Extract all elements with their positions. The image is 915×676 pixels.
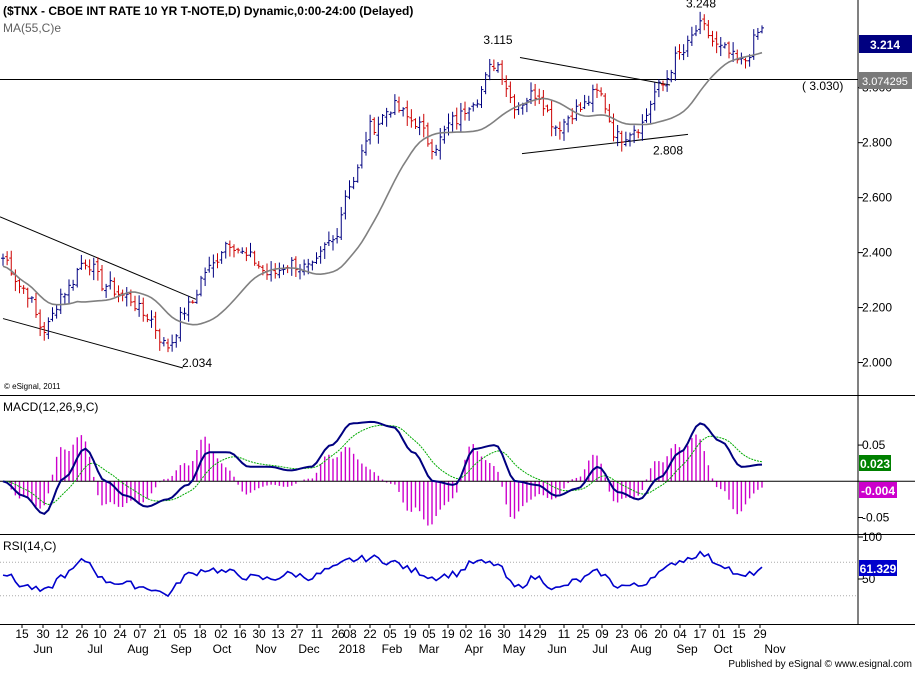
trendline [521, 133, 689, 155]
x-day-label: 10 [93, 627, 107, 641]
chart-title: ($TNX - CBOE INT RATE 10 YR T-NOTE,D) Dy… [3, 4, 413, 18]
ma-value-badge [859, 72, 912, 89]
x-day-label: 18 [193, 627, 207, 641]
x-day-label: 22 [363, 627, 377, 641]
x-day-label: 11 [558, 627, 571, 641]
annotation-label: 3.115 [483, 33, 512, 47]
level-label: ( 3.030) [802, 79, 843, 93]
x-day-label: 06 [634, 627, 648, 641]
x-month-label: Aug [127, 642, 148, 656]
x-day-label: 16 [478, 627, 492, 641]
annotation-label: 2.808 [653, 143, 683, 157]
macd-tick-label: 0.05 [862, 438, 886, 452]
rsi-value-badge [859, 560, 897, 576]
macd-hist-badge [859, 482, 897, 498]
x-day-label: 24 [113, 627, 127, 641]
price-tick-label: 2.000 [862, 356, 892, 370]
x-day-label: 04 [673, 627, 687, 641]
x-day-label: 30 [36, 627, 50, 641]
macd-tick-label: -0.05 [862, 511, 890, 525]
x-day-label: 02 [459, 627, 473, 641]
x-axis-month-labels: Jun Jul Aug Sep Oct Nov Dec 2018 Feb Mar Apr May Jun… [33, 642, 785, 656]
price-annotations: 3.248 3.115 2.808 2.034 [182, 0, 716, 370]
x-month-label: Jun [547, 642, 566, 656]
annotation-label: 3.248 [686, 0, 716, 11]
macd-label: MACD(12,26,9,C) [3, 400, 98, 414]
x-month-label: Apr [465, 642, 484, 656]
footer-credit: Published by eSignal © www.esignal.com [728, 659, 912, 670]
trendline [519, 56, 671, 86]
x-month-label: Oct [213, 642, 232, 656]
trendline [2, 318, 184, 369]
ma-line [2, 51, 763, 326]
x-day-label: 29 [753, 627, 767, 641]
rsi-tick-label: 100 [862, 530, 882, 544]
x-month-label: May [503, 642, 526, 656]
x-day-label: 05 [422, 627, 436, 641]
x-month-label: Feb [382, 642, 403, 656]
x-month-label: Dec [298, 642, 319, 656]
x-day-label: 15 [15, 627, 29, 641]
x-day-label: 25 [576, 627, 590, 641]
annotation-label: 2.034 [182, 356, 212, 370]
macd-hist-value: -0.004 [861, 484, 895, 498]
x-day-label: 30 [497, 627, 511, 641]
rsi-label: RSI(14,C) [3, 539, 56, 553]
x-day-label: 11 [311, 627, 324, 641]
x-month-label: Aug [630, 642, 651, 656]
ma-label: MA(55,C)e [3, 21, 61, 35]
x-day-label: 05 [173, 627, 187, 641]
x-month-label: Nov [255, 642, 276, 656]
price-tick-label: 2.800 [862, 136, 892, 150]
rsi-line [2, 550, 763, 598]
last-price-badge [859, 35, 912, 53]
x-day-label: 07 [133, 627, 147, 641]
price-tick-label: 2.200 [862, 301, 892, 315]
x-day-label: 27 [290, 627, 304, 641]
price-tick-label: 2.600 [862, 191, 892, 205]
x-day-label: 08 [343, 627, 357, 641]
x-day-label: 12 [55, 627, 69, 641]
x-day-label: 05 [383, 627, 397, 641]
macd-value: 0.023 [860, 457, 890, 471]
x-month-label: Jul [592, 642, 607, 656]
x-day-label: 29 [533, 627, 547, 641]
x-month-label: 2018 [339, 642, 366, 656]
x-day-label: 23 [615, 627, 629, 641]
x-month-label: Sep [170, 642, 192, 656]
x-day-label: 17 [693, 627, 707, 641]
x-day-label: 26 [331, 627, 345, 641]
x-day-label: 02 [214, 627, 228, 641]
x-day-label: 21 [153, 627, 167, 641]
x-day-label: 01 [712, 627, 726, 641]
rsi-value: 61.329 [860, 562, 897, 576]
x-day-label: 14 [518, 627, 532, 641]
ma-value: 3.074295 [862, 76, 908, 88]
x-month-label: Oct [714, 642, 733, 656]
x-day-label: 20 [654, 627, 668, 641]
x-month-label: Nov [764, 642, 785, 656]
x-month-label: Sep [676, 642, 698, 656]
x-day-label: 30 [252, 627, 266, 641]
copyright-label: © eSignal, 2011 [4, 382, 61, 391]
x-month-label: Jun [33, 642, 52, 656]
macd-y-ticks: 0.05 -0.05 [858, 438, 890, 525]
price-tick-label: 2.400 [862, 246, 892, 260]
last-price-value: 3.214 [870, 38, 900, 52]
x-day-label: 15 [732, 627, 746, 641]
x-day-label: 16 [233, 627, 247, 641]
macd-value-badge [859, 455, 891, 471]
x-month-label: Jul [87, 642, 102, 656]
x-day-label: 19 [441, 627, 455, 641]
x-month-label: Mar [419, 642, 440, 656]
x-day-label: 13 [271, 627, 285, 641]
x-day-label: 26 [75, 627, 89, 641]
x-day-label: 19 [403, 627, 417, 641]
x-day-label: 09 [595, 627, 609, 641]
macd-line [2, 420, 763, 516]
